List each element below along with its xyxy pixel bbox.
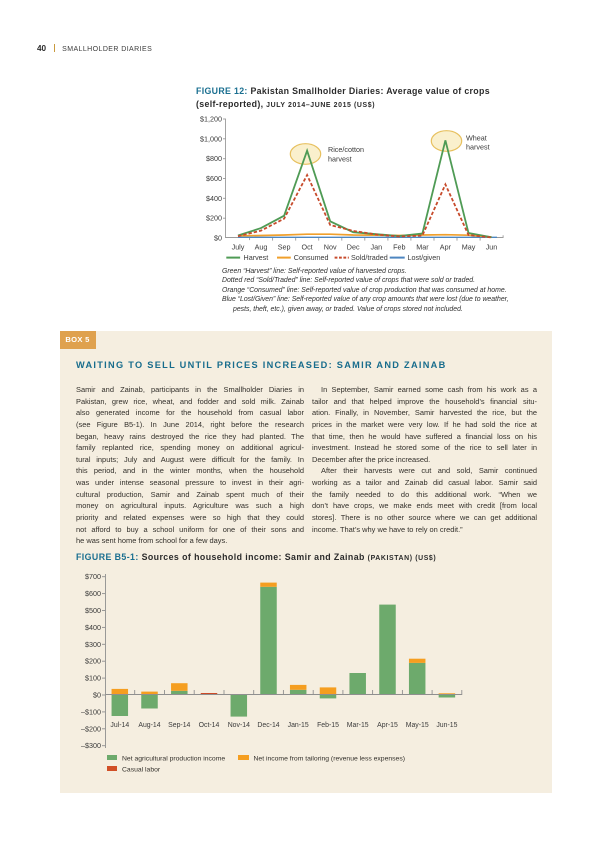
svg-text:$200: $200 — [206, 214, 222, 223]
svg-text:$800: $800 — [206, 154, 222, 163]
svg-text:Harvest: Harvest — [244, 253, 269, 262]
svg-text:May: May — [462, 243, 476, 252]
svg-text:Dec: Dec — [347, 243, 360, 252]
svg-text:Dec-14: Dec-14 — [257, 722, 279, 729]
svg-text:Sep: Sep — [278, 243, 291, 252]
svg-text:$0: $0 — [214, 234, 222, 243]
svg-text:Aug: Aug — [255, 243, 268, 252]
svg-text:–$100: –$100 — [81, 707, 101, 716]
svg-text:July: July — [232, 243, 245, 252]
svg-text:Feb-15: Feb-15 — [317, 722, 339, 729]
svg-text:Jan-15: Jan-15 — [288, 722, 309, 729]
svg-text:Nov: Nov — [324, 243, 337, 252]
svg-text:harvest: harvest — [466, 143, 490, 152]
svg-text:Rice/cotton: Rice/cotton — [328, 145, 364, 154]
svg-text:Jan: Jan — [371, 243, 383, 252]
svg-text:Sold/traded: Sold/traded — [351, 253, 388, 262]
svg-text:Mar-15: Mar-15 — [347, 722, 369, 729]
svg-text:$400: $400 — [206, 194, 222, 203]
svg-text:Mar: Mar — [416, 243, 429, 252]
svg-text:Apr: Apr — [440, 243, 452, 252]
svg-text:Oct-14: Oct-14 — [199, 722, 220, 729]
svg-text:Apr-15: Apr-15 — [377, 722, 398, 729]
svg-text:$1,200: $1,200 — [200, 115, 222, 124]
svg-text:Jun-15: Jun-15 — [436, 722, 457, 729]
svg-text:$0: $0 — [93, 691, 101, 700]
svg-text:$700: $700 — [85, 572, 101, 581]
svg-text:$200: $200 — [85, 657, 101, 666]
svg-text:Sep-14: Sep-14 — [168, 722, 190, 729]
svg-text:–$200: –$200 — [81, 724, 101, 733]
svg-text:Consumed: Consumed — [294, 253, 329, 262]
svg-text:harvest: harvest — [328, 155, 352, 164]
svg-text:$100: $100 — [85, 674, 101, 683]
svg-text:Nov-14: Nov-14 — [228, 722, 250, 729]
svg-text:Wheat: Wheat — [466, 134, 487, 143]
svg-text:Jul-14: Jul-14 — [110, 722, 129, 729]
svg-text:Jun: Jun — [486, 243, 498, 252]
svg-text:$600: $600 — [206, 174, 222, 183]
svg-text:$300: $300 — [85, 640, 101, 649]
svg-text:Lost/given: Lost/given — [408, 253, 441, 262]
svg-text:$600: $600 — [85, 589, 101, 598]
svg-text:$400: $400 — [85, 623, 101, 632]
svg-text:–$300: –$300 — [81, 741, 101, 750]
svg-text:Aug-14: Aug-14 — [138, 722, 160, 729]
svg-text:May-15: May-15 — [406, 722, 429, 729]
svg-text:Feb: Feb — [393, 243, 405, 252]
svg-text:$500: $500 — [85, 606, 101, 615]
svg-text:Oct: Oct — [302, 243, 313, 252]
svg-text:$1,000: $1,000 — [200, 134, 222, 143]
